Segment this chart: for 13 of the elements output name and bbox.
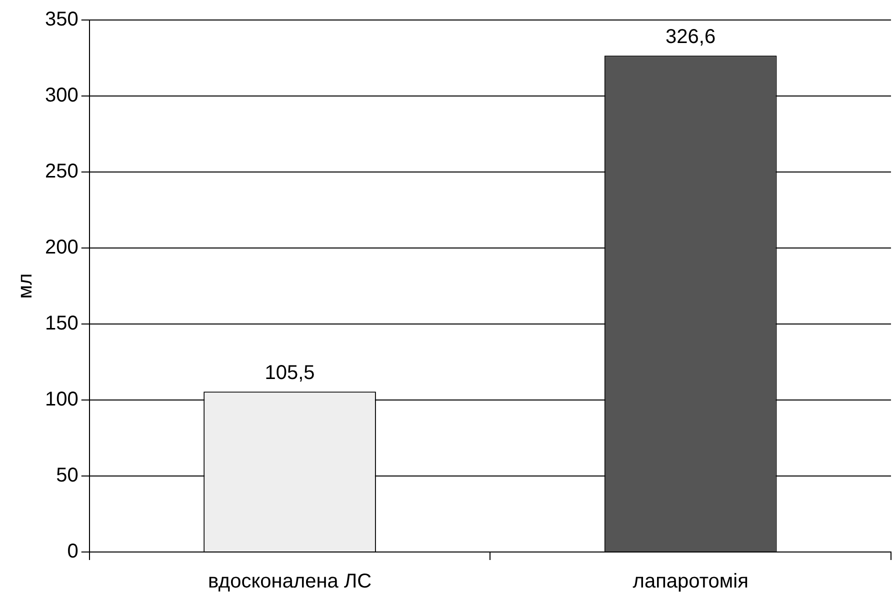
y-axis-title: мл [14, 273, 37, 299]
y-tick-label: 350 [44, 8, 78, 31]
x-tick-label: вдосконалена ЛС [208, 570, 372, 593]
y-tick-label: 200 [44, 236, 78, 259]
y-tick-label: 150 [44, 312, 78, 335]
data-label: 326,6 [666, 26, 716, 48]
y-tick-label: 0 [67, 540, 78, 563]
y-tick-label: 50 [56, 464, 78, 487]
x-tick-label: лапаротомія [632, 570, 748, 593]
y-tick-label: 300 [44, 84, 78, 107]
data-label: 105,5 [264, 362, 315, 384]
y-tick-label: 250 [44, 160, 78, 183]
y-tick-label: 100 [44, 388, 78, 411]
